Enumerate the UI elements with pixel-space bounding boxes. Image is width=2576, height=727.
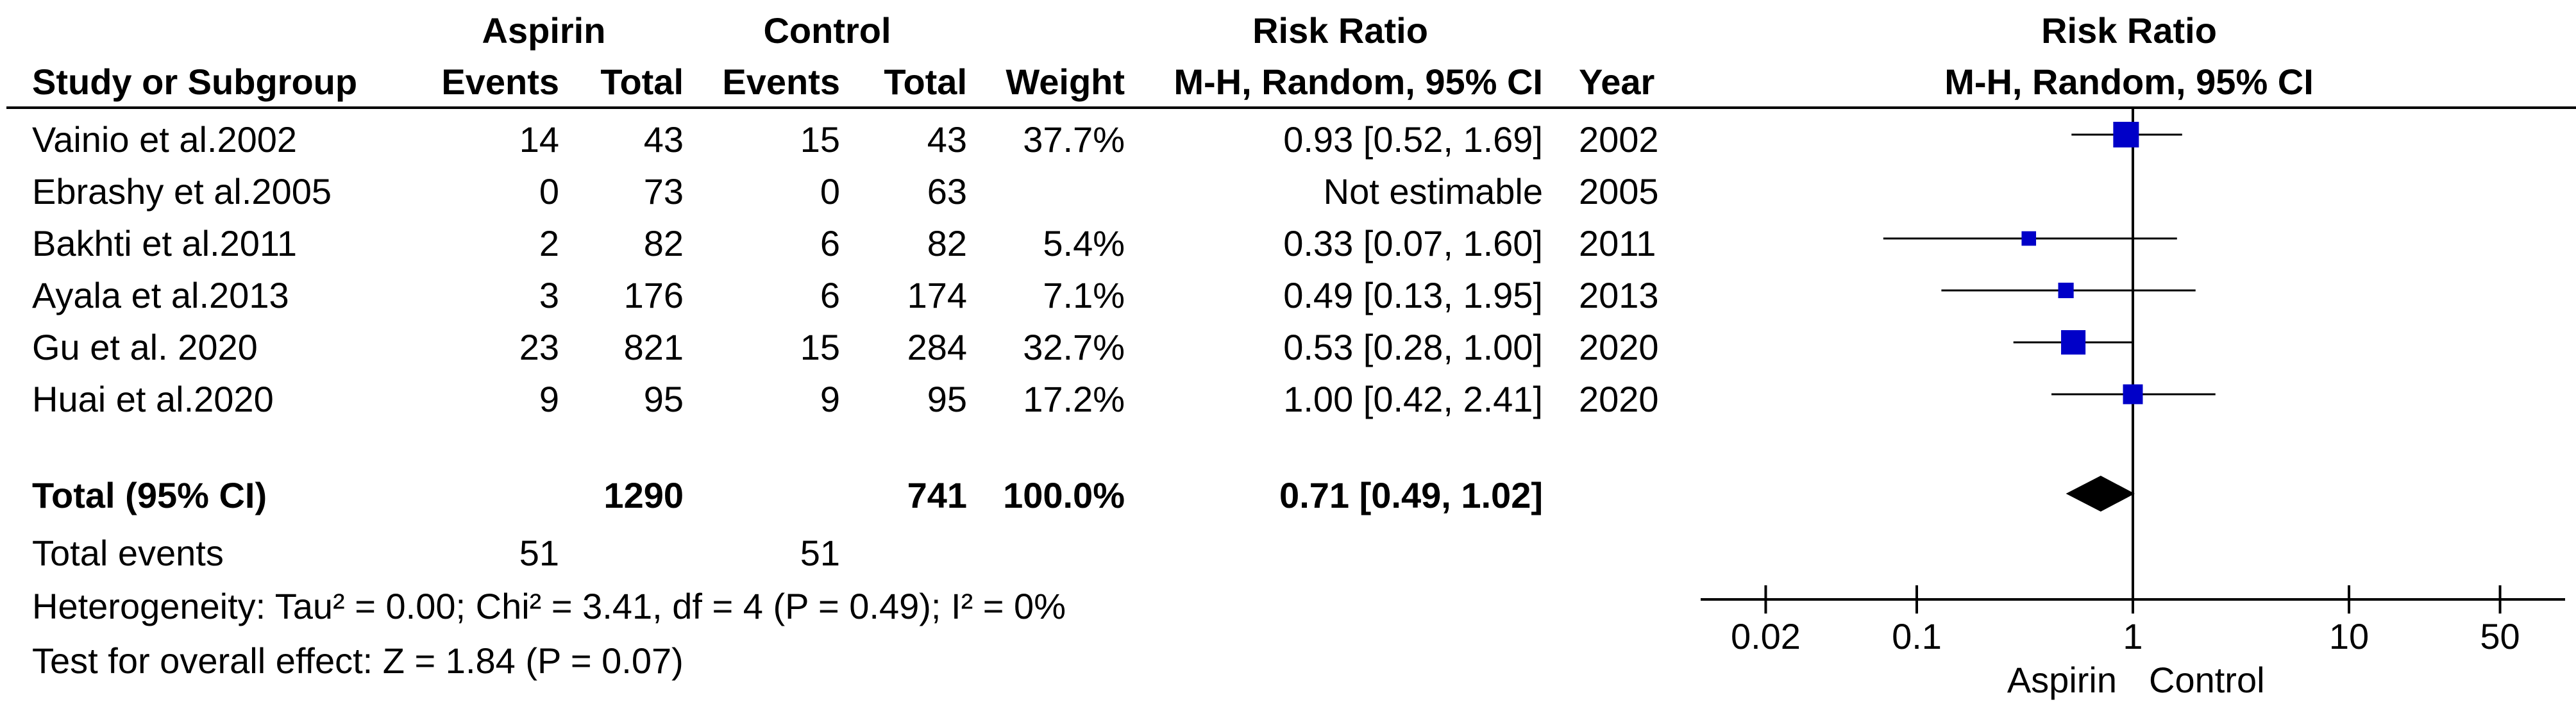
total-control: 95 [927,379,967,419]
col-ci-header: M-H, Random, 95% CI [1174,62,1543,102]
events-control: 9 [820,379,840,419]
total-aspirin: 43 [643,119,684,160]
ci-value: Not estimable [1323,171,1543,212]
total-events-aspirin: 51 [519,533,559,573]
study-name: Huai et al.2020 [32,379,274,419]
heterogeneity-text: Heterogeneity: Tau² = 0.00; Chi² = 3.41,… [32,586,1066,626]
year-value: 2013 [1579,275,1659,315]
overall-effect-text: Test for overall effect: Z = 1.84 (P = 0… [32,640,684,681]
total-control: 82 [927,223,967,263]
total-aspirin: 1290 [603,475,684,515]
events-aspirin: 9 [539,379,559,419]
study-name: Ebrashy et al.2005 [32,171,332,212]
total-events-label: Total events [32,533,224,573]
total-aspirin: 821 [623,327,684,367]
total-events-control: 51 [800,533,840,573]
events-control: 15 [800,119,840,160]
favours-right-label: Control [2149,660,2265,700]
col-total-c-header: Total [884,62,967,102]
study-marker [2123,384,2143,405]
study-name: Ayala et al.2013 [32,275,289,315]
effect-header: Risk Ratio [1252,10,1428,51]
events-control: 6 [820,223,840,263]
col-events-a-header: Events [441,62,559,102]
events-control: 15 [800,327,840,367]
col-study-header: Study or Subgroup [32,62,358,102]
total-ci: 0.71 [0.49, 1.02] [1279,475,1543,515]
study-name: Bakhti et al.2011 [32,223,298,263]
header-divider [6,106,2576,109]
plot-header-method: M-H, Random, 95% CI [1944,62,2314,102]
x-tick-label: 1 [2123,616,2142,656]
col-weight-header: Weight [1006,62,1125,102]
x-tick-label: 10 [2329,616,2369,656]
ci-value: 0.33 [0.07, 1.60] [1283,223,1543,263]
total-aspirin: 95 [643,379,684,419]
col-total-a-header: Total [600,62,684,102]
col-events-c-header: Events [722,62,840,102]
ci-value: 0.53 [0.28, 1.00] [1283,327,1543,367]
plot-header-title: Risk Ratio [2041,10,2217,51]
study-marker [2113,122,2139,147]
total-aspirin: 73 [643,171,684,212]
events-aspirin: 23 [519,327,559,367]
weight-value: 37.7% [1023,119,1125,160]
ci-value: 0.93 [0.52, 1.69] [1283,119,1543,160]
total-control: 284 [907,327,967,367]
study-marker [2061,330,2086,355]
year-value: 2002 [1579,119,1659,160]
study-marker [2021,231,2037,246]
x-tick-label: 50 [2480,616,2520,656]
weight-value: 5.4% [1043,223,1125,263]
control-group-header: Control [763,10,891,51]
weight-value: 17.2% [1023,379,1125,419]
ci-value: 1.00 [0.42, 2.41] [1283,379,1543,419]
year-value: 2020 [1579,327,1659,367]
year-value: 2020 [1579,379,1659,419]
events-control: 6 [820,275,840,315]
events-aspirin: 14 [519,119,559,160]
total-control: 43 [927,119,967,160]
year-value: 2005 [1579,171,1659,212]
study-name: Vainio et al.2002 [32,119,298,160]
total-control: 63 [927,171,967,212]
x-tick-label: 0.02 [1731,616,1801,656]
events-control: 0 [820,171,840,212]
year-value: 2011 [1579,223,1656,263]
events-aspirin: 3 [539,275,559,315]
x-tick-label: 0.1 [1892,616,1942,656]
ci-value: 0.49 [0.13, 1.95] [1283,275,1543,315]
aspirin-group-header: Aspirin [482,10,606,51]
total-control: 741 [907,475,967,515]
pooled-diamond [2066,476,2135,512]
total-control: 174 [907,275,967,315]
study-marker [2058,282,2074,299]
total-weight: 100.0% [1003,475,1125,515]
favours-left-label: Aspirin [2007,660,2117,700]
weight-value: 7.1% [1043,275,1125,315]
weight-value: 32.7% [1023,327,1125,367]
total-aspirin: 176 [623,275,684,315]
total-label: Total (95% CI) [32,475,267,515]
events-aspirin: 0 [539,171,559,212]
study-name: Gu et al. 2020 [32,327,258,367]
events-aspirin: 2 [539,223,559,263]
col-year-header: Year [1579,62,1655,102]
total-aspirin: 82 [643,223,684,263]
